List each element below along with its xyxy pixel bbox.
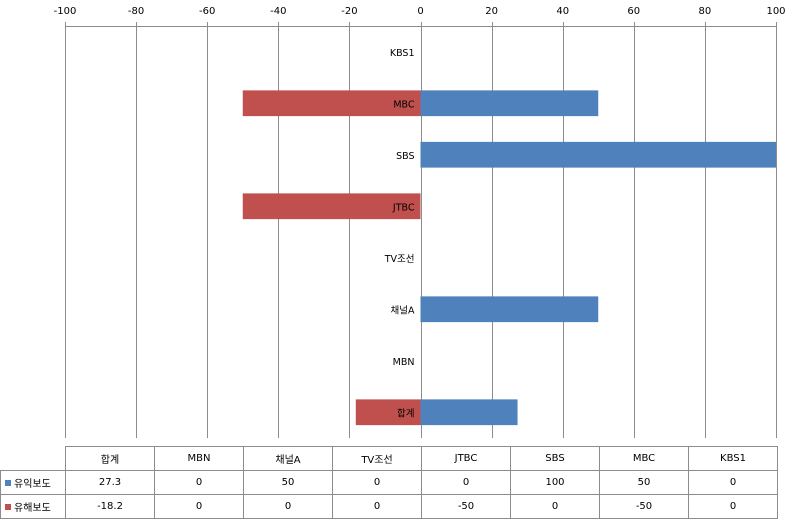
x-tick-label: 40 bbox=[556, 6, 569, 17]
bar bbox=[420, 296, 599, 323]
column-header: TV조선 bbox=[332, 446, 422, 471]
bar bbox=[420, 90, 599, 117]
x-tick-label: -100 bbox=[54, 6, 77, 17]
category-label: SBS bbox=[396, 151, 414, 162]
table-row: 유해보도 -18.2 0 0 0 -50 0 -50 0 bbox=[0, 494, 778, 519]
bar bbox=[355, 399, 421, 426]
table-cell: 27.3 bbox=[65, 470, 155, 495]
table-cell: 100 bbox=[510, 470, 600, 495]
x-tick-label: -40 bbox=[270, 6, 286, 17]
row-header: 유익보도 bbox=[0, 470, 66, 495]
table-header-row: 합계 MBN 채널A TV조선 JTBC SBS MBC KBS1 bbox=[1, 446, 778, 471]
x-tick-label: 20 bbox=[485, 6, 498, 17]
table-cell: -50 bbox=[421, 494, 511, 519]
column-header: MBN bbox=[154, 446, 244, 471]
table-cell: 0 bbox=[332, 470, 422, 495]
table-cell: 0 bbox=[243, 494, 333, 519]
column-header: MBC bbox=[599, 446, 689, 471]
bar bbox=[242, 193, 421, 220]
x-tick-label: 80 bbox=[699, 6, 712, 17]
category-label: MBN bbox=[393, 357, 415, 368]
column-header: JTBC bbox=[421, 446, 511, 471]
gridlines bbox=[65, 26, 777, 438]
column-header: 합계 bbox=[65, 446, 155, 471]
row-label: 유익보도 bbox=[14, 479, 51, 490]
bar bbox=[420, 399, 518, 426]
category-label: TV조선 bbox=[384, 254, 415, 265]
table-cell: 0 bbox=[421, 470, 511, 495]
x-tick-label: 0 bbox=[417, 6, 423, 17]
column-header: 채널A bbox=[243, 446, 333, 471]
bar bbox=[242, 90, 421, 117]
table-cell: 0 bbox=[510, 494, 600, 519]
category-label: MBC bbox=[393, 99, 415, 110]
bars bbox=[242, 90, 776, 426]
table-row: 유익보도 27.3 0 50 0 0 100 50 0 bbox=[0, 470, 778, 495]
table-cell: -18.2 bbox=[65, 494, 155, 519]
table-cell: -50 bbox=[599, 494, 689, 519]
table-cell: 0 bbox=[688, 494, 778, 519]
legend-key-harmful bbox=[5, 504, 11, 510]
category-label: JTBC bbox=[392, 202, 415, 213]
data-table: 합계 MBN 채널A TV조선 JTBC SBS MBC KBS1 유익보도 2… bbox=[0, 446, 778, 519]
table-cell: 0 bbox=[688, 470, 778, 495]
category-label: 채널A bbox=[391, 305, 415, 316]
table-cell: 0 bbox=[154, 470, 244, 495]
table-cell: 50 bbox=[243, 470, 333, 495]
bar-chart: -100 -80 -60 -40 -20 0 20 40 60 80 100 KBS1 MBC SBS J… bbox=[54, 6, 786, 438]
row-label: 유해보도 bbox=[14, 503, 51, 514]
table-cell: 50 bbox=[599, 470, 689, 495]
row-header: 유해보도 bbox=[0, 494, 66, 519]
table-cell: 0 bbox=[154, 494, 244, 519]
category-label: KBS1 bbox=[390, 48, 415, 59]
x-axis-ticks: -100 -80 -60 -40 -20 0 20 40 60 80 100 bbox=[54, 6, 786, 27]
bar bbox=[420, 141, 776, 168]
table-cell: 0 bbox=[332, 494, 422, 519]
column-header: SBS bbox=[510, 446, 600, 471]
x-tick-label: -60 bbox=[199, 6, 215, 17]
x-tick-label: 100 bbox=[766, 6, 785, 17]
x-tick-label: -20 bbox=[341, 6, 357, 17]
category-label: 합계 bbox=[397, 407, 414, 419]
x-tick-label: 60 bbox=[627, 6, 640, 17]
table-corner bbox=[1, 447, 66, 471]
x-tick-label: -80 bbox=[128, 6, 144, 17]
legend-key-beneficial bbox=[5, 480, 11, 486]
column-header: KBS1 bbox=[688, 446, 778, 471]
